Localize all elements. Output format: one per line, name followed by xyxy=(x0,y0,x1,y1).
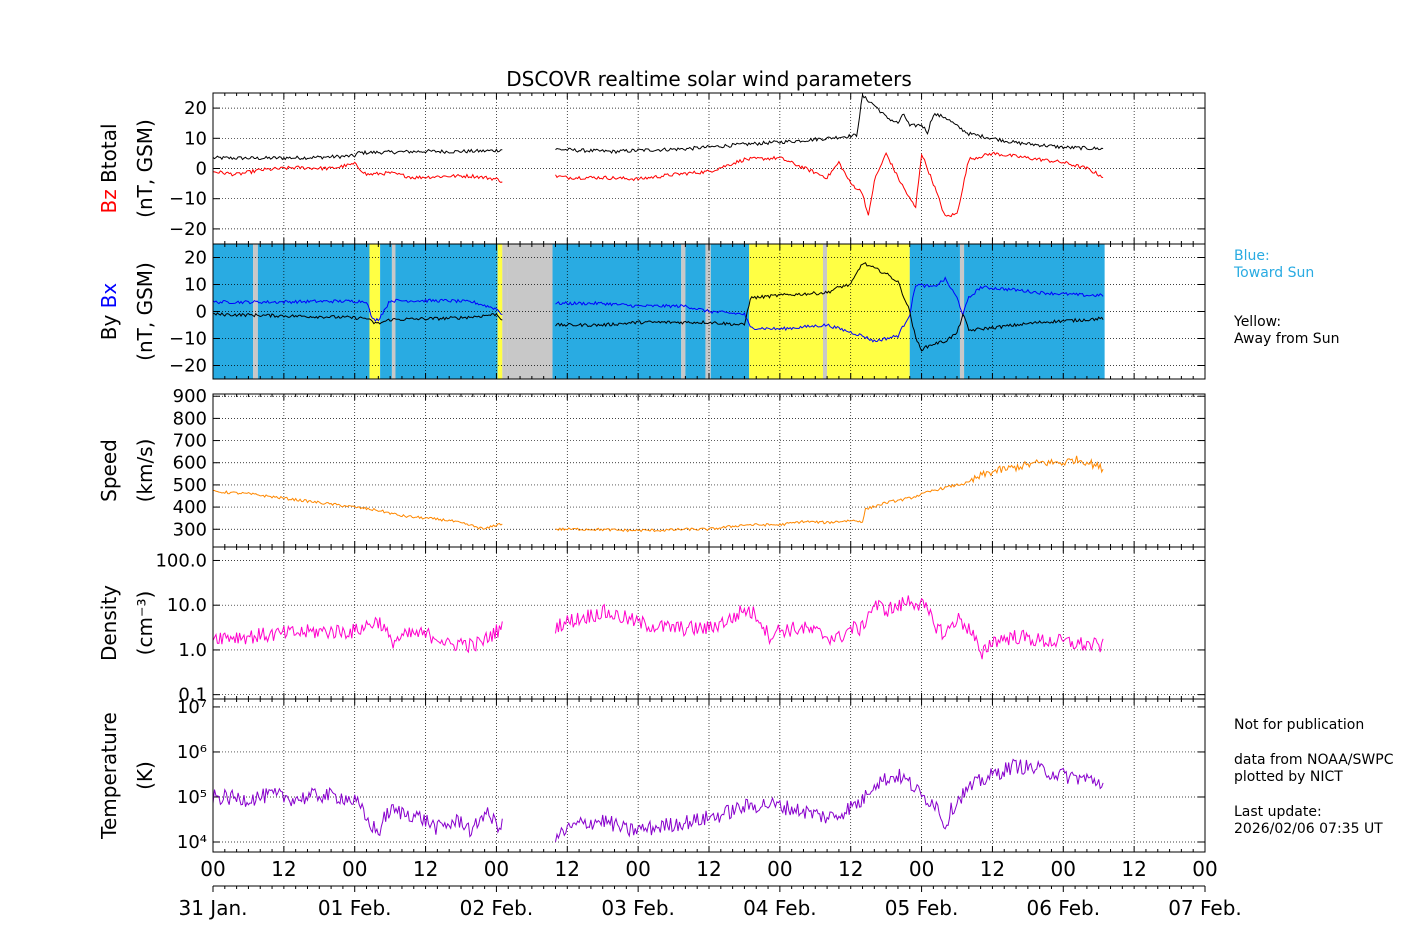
y-tick-label: 10 xyxy=(184,275,207,296)
sector-gap-9 xyxy=(507,244,553,379)
sector-toward-12 xyxy=(685,244,706,379)
sector-toward-4 xyxy=(380,244,392,379)
x-tick-label: 12 xyxy=(696,857,721,881)
x-tick-label: 12 xyxy=(1121,857,1146,881)
date-label: 01 Feb. xyxy=(318,896,392,920)
y-axis-unit: (cm⁻³) xyxy=(133,591,157,656)
sector-gap-11 xyxy=(681,244,686,379)
series-temperature xyxy=(212,758,1104,842)
y-label-by: By xyxy=(97,315,121,341)
y-tick-label: 900 xyxy=(173,386,207,407)
sector-toward-6 xyxy=(395,244,498,379)
x-tick-label: 00 xyxy=(1051,857,1076,881)
x-tick-label: 12 xyxy=(555,857,580,881)
y-tick-label: −20 xyxy=(169,219,207,240)
last-update-value: 2026/02/06 07:35 UT xyxy=(1234,821,1383,837)
y-label-btotal: Btotal xyxy=(97,123,121,182)
credit-line-1: data from NOAA/SWPC xyxy=(1234,752,1394,768)
panel-frame xyxy=(212,243,1206,380)
series-btotal xyxy=(212,93,1104,161)
sector-toward-2 xyxy=(257,244,370,379)
y-tick-label: 100.0 xyxy=(155,550,207,571)
y-label-name: Density xyxy=(97,585,121,661)
series-bx xyxy=(212,276,1104,343)
panel-frame xyxy=(212,393,1206,548)
y-axis-name: Temperature xyxy=(97,712,121,840)
y-tick-label: 10⁴ xyxy=(177,832,207,853)
x-tick-label: 00 xyxy=(909,857,934,881)
date-label: 07 Feb. xyxy=(1168,896,1242,920)
y-label-bz: Bz xyxy=(97,189,121,213)
y-tick-label: 800 xyxy=(173,408,207,429)
series-speed xyxy=(212,455,1104,533)
y-tick-label: 10⁵ xyxy=(177,787,207,808)
x-tick-label: 12 xyxy=(980,857,1005,881)
series-by xyxy=(212,262,1104,352)
x-tick-label: 12 xyxy=(271,857,296,881)
y-axis-unit: (nT, GSM) xyxy=(133,119,157,218)
date-label: 03 Feb. xyxy=(601,896,675,920)
panel-temperature: 10⁷ 10⁶ 10⁵ 10⁴ Temperature (K) xyxy=(97,697,1206,853)
y-axis-name: Bz Btotal xyxy=(97,123,121,213)
y-tick-label: 10.0 xyxy=(167,595,207,616)
x-tick-label: 00 xyxy=(200,857,225,881)
y-axis-unit: (nT, GSM) xyxy=(133,262,157,361)
y-tick-label: −10 xyxy=(169,189,207,210)
x-tick-label: 12 xyxy=(413,857,438,881)
y-tick-label: 0 xyxy=(196,159,207,180)
sector-toward-18 xyxy=(909,244,960,379)
x-tick-label: 12 xyxy=(838,857,863,881)
y-tick-label: 500 xyxy=(173,475,207,496)
y-axis-unit: (K) xyxy=(133,761,157,790)
panel-btotal-bz: 20 10 0 −10 −20 Bz Btotal (nT, GSM) xyxy=(97,92,1206,245)
y-axis-name: Speed xyxy=(97,439,121,502)
date-label: 31 Jan. xyxy=(179,896,248,920)
y-tick-label: −10 xyxy=(169,329,207,350)
y-tick-label: 20 xyxy=(184,248,207,269)
y-tick-label: 600 xyxy=(173,453,207,474)
credit-line-2: plotted by NICT xyxy=(1234,769,1343,785)
y-tick-label: 300 xyxy=(173,519,207,540)
not-for-publication-note: Not for publication xyxy=(1234,717,1365,733)
x-tick-label: 00 xyxy=(625,857,650,881)
sector-toward-10 xyxy=(552,244,682,379)
date-label: 06 Feb. xyxy=(1026,896,1100,920)
panel-frame xyxy=(212,698,1206,853)
y-tick-label: 0.1 xyxy=(178,685,207,706)
y-label-name: Speed xyxy=(97,439,121,502)
y-axis-unit: (km/s) xyxy=(133,439,157,503)
legend-toward-sun: Blue: Toward Sun xyxy=(1234,248,1315,281)
y-label-bx: Bx xyxy=(97,283,121,309)
y-tick-label: 0 xyxy=(196,302,207,323)
chart-title: DSCOVR realtime solar wind parameters xyxy=(506,67,912,91)
x-tick-label: 00 xyxy=(767,857,792,881)
y-tick-label: 10⁷ xyxy=(177,697,207,718)
panel-by-bx: 20 10 0 −10 −20 By Bx (nT, GSM) xyxy=(97,243,1206,380)
series-bz xyxy=(212,151,1104,218)
x-tick-label: 00 xyxy=(342,857,367,881)
y-tick-label: 10⁶ xyxy=(177,742,207,763)
y-tick-label: 700 xyxy=(173,431,207,452)
y-label-name: Temperature xyxy=(97,712,121,840)
legend-away-from-sun: Yellow: Away from Sun xyxy=(1234,314,1340,347)
date-label: 02 Feb. xyxy=(460,896,534,920)
x-tick-label: 00 xyxy=(484,857,509,881)
sector-away-3 xyxy=(369,244,381,379)
x-tick-label: 00 xyxy=(1192,857,1217,881)
y-tick-label: 400 xyxy=(173,497,207,518)
series-density xyxy=(212,595,1104,660)
y-tick-label: −20 xyxy=(169,356,207,377)
y-axis-name: Density xyxy=(97,585,121,661)
last-update-label: Last update: xyxy=(1234,804,1322,820)
y-tick-label: 1.0 xyxy=(178,640,207,661)
date-label: 05 Feb. xyxy=(885,896,959,920)
y-tick-label: 20 xyxy=(184,98,207,119)
y-axis-name: By Bx xyxy=(97,283,121,341)
panel-density: 100.0 10.0 1.0 0.1 Density (cm⁻³) xyxy=(97,546,1206,706)
date-label: 04 Feb. xyxy=(743,896,817,920)
y-tick-label: 10 xyxy=(184,128,207,149)
sector-away-7 xyxy=(497,244,503,379)
